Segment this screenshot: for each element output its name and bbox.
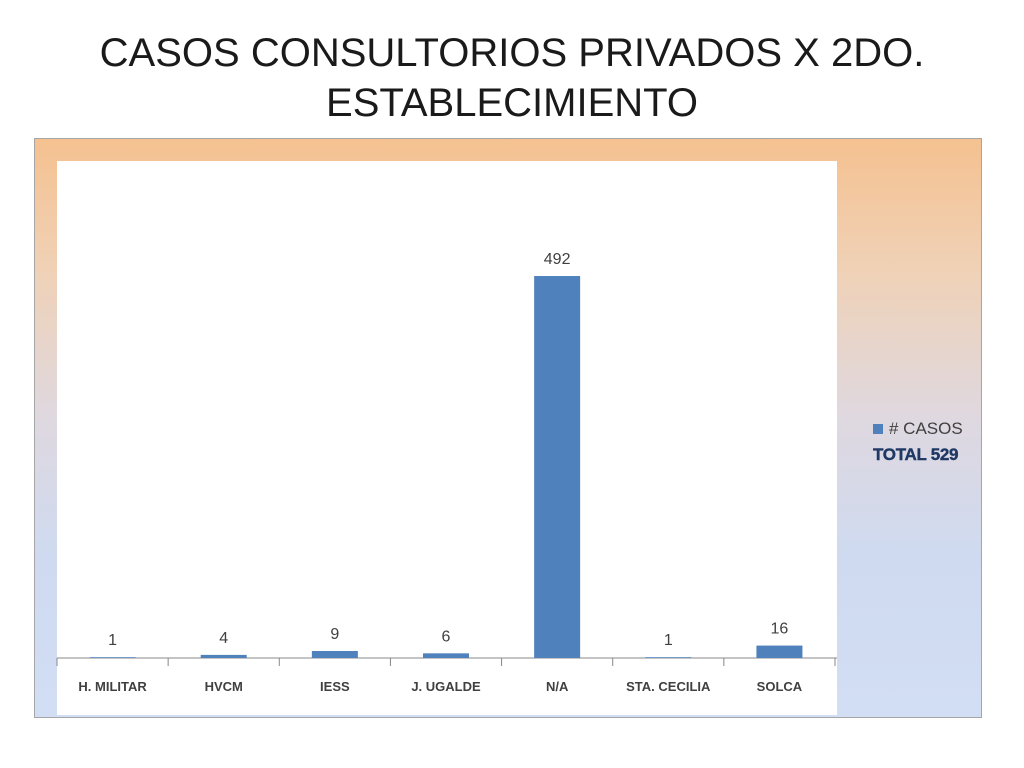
bar-j-ugalde	[423, 653, 469, 658]
legend-label: # CASOS	[889, 419, 963, 438]
category-label: HVCM	[205, 679, 243, 694]
bar-hvcm	[200, 654, 247, 658]
category-label: J. UGALDE	[411, 679, 481, 694]
legend-entry: # CASOS	[873, 419, 983, 439]
bar-n-a	[534, 276, 581, 658]
slide-title-line-1: CASOS CONSULTORIOS PRIVADOS X 2DO.	[99, 31, 925, 75]
slide-title-line-2: ESTABLECIMIENTO	[326, 81, 698, 125]
data-label: 16	[771, 621, 789, 638]
data-label: 4	[219, 630, 228, 647]
category-label: H. MILITAR	[78, 679, 147, 694]
bar-chart: 1 H. MILITAR 4 HVCM 9 IESS 6 J. UGALDE 492 N/A 1 ST…	[56, 251, 837, 694]
plot-area: 1 H. MILITAR 4 HVCM 9 IESS 6 J. UGALDE 492 N/A 1 ST…	[56, 161, 837, 715]
data-label: 6	[442, 628, 451, 645]
bar-iess	[311, 651, 358, 658]
data-label: 9	[330, 626, 339, 643]
legend-swatch	[873, 424, 883, 434]
bar-sta-cecilia	[645, 657, 692, 658]
category-label: STA. CECILIA	[626, 679, 711, 694]
category-label: SOLCA	[757, 679, 803, 694]
bar-h-militar	[89, 657, 136, 658]
slide-title: CASOS CONSULTORIOS PRIVADOS X 2DO. ESTAB…	[40, 28, 984, 128]
category-label: N/A	[546, 679, 569, 694]
chart-frame: 1 H. MILITAR 4 HVCM 9 IESS 6 J. UGALDE 492 N/A 1 ST…	[34, 138, 982, 718]
data-label: 1	[108, 632, 117, 649]
legend: # CASOS TOTAL 529	[873, 419, 983, 465]
data-label: 492	[544, 251, 571, 268]
total-label: TOTAL 529	[873, 445, 959, 464]
bar-solca	[756, 645, 803, 658]
data-label: 1	[664, 632, 673, 649]
category-label: IESS	[320, 679, 350, 694]
